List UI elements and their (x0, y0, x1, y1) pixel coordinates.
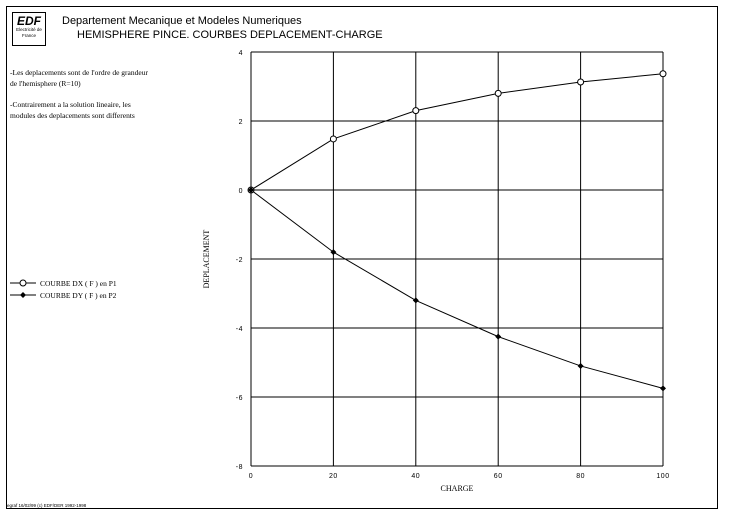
data-point-dx (412, 107, 420, 115)
logo-text: EDF (17, 14, 41, 28)
y-tick-label: 4 (239, 50, 243, 57)
data-point-dx (659, 70, 667, 78)
y-tick-label: 2 (239, 119, 243, 126)
chart-grid (250, 51, 664, 467)
x-tick-label: 20 (329, 473, 338, 480)
series-line-2 (250, 189, 664, 389)
x-tick-label: 80 (576, 473, 585, 480)
data-point-dx (577, 78, 585, 86)
data-point-dy (495, 333, 502, 340)
y-tick-label: -8 (236, 464, 243, 471)
note-2: -Contrairement a la solution lineaire, l… (10, 100, 135, 120)
legend-label-dx: COURBE DX ( F ) en P1 (40, 278, 117, 288)
chart-title: HEMISPHERE PINCE. COURBES DEPLACEMENT-CH… (77, 29, 383, 41)
data-point-dx (329, 135, 337, 143)
x-tick-label: 0 (249, 473, 253, 480)
data-point-dy (248, 187, 254, 193)
x-tick-label: 60 (494, 473, 503, 480)
data-point-dy (412, 297, 419, 304)
series-lines (250, 73, 664, 389)
data-point-dy (660, 385, 666, 392)
x-axis-label: CHARGE (441, 484, 474, 493)
tick-labels: 0 20 40 60 80 100 -8 -6 -4 -2 0 2 4 (236, 50, 669, 480)
footer-copyright: egraf 16/02/99 (c) EDF/DER 1992-1998 (7, 503, 87, 508)
chart-legend: COURBE DX ( F ) en P1 COURBE DY ( F ) en… (10, 277, 117, 301)
y-tick-label: -2 (236, 257, 243, 264)
y-tick-label: 0 (239, 188, 243, 195)
y-axis-label: DEPLACEMENT (202, 230, 211, 289)
legend-label-dy: COURBE DY ( F ) en P2 (40, 290, 117, 300)
data-point-dx (494, 89, 502, 97)
legend-item-dx: COURBE DX ( F ) en P1 (10, 277, 117, 289)
filled-diamond-marker-icon (10, 292, 36, 298)
y-tick-label: -6 (236, 395, 243, 402)
logo-subtext: Electricité de France (16, 27, 42, 38)
edf-logo: EDF Electricité de France (12, 12, 46, 46)
series-line-1 (250, 73, 664, 191)
x-tick-label: 40 (411, 473, 420, 480)
x-tick-label: 100 (656, 473, 669, 480)
page-title: Departement Mecanique et Modeles Numeriq… (62, 15, 302, 27)
note-1: -Les deplacements sont de l'ordre de gra… (10, 68, 148, 88)
data-point-dy (330, 249, 337, 256)
series-markers (247, 70, 667, 392)
page-frame (6, 6, 718, 509)
open-circle-marker-icon (10, 279, 36, 287)
y-tick-label: -4 (236, 326, 243, 333)
data-point-dy (577, 362, 584, 369)
legend-item-dy: COURBE DY ( F ) en P2 (10, 289, 117, 301)
